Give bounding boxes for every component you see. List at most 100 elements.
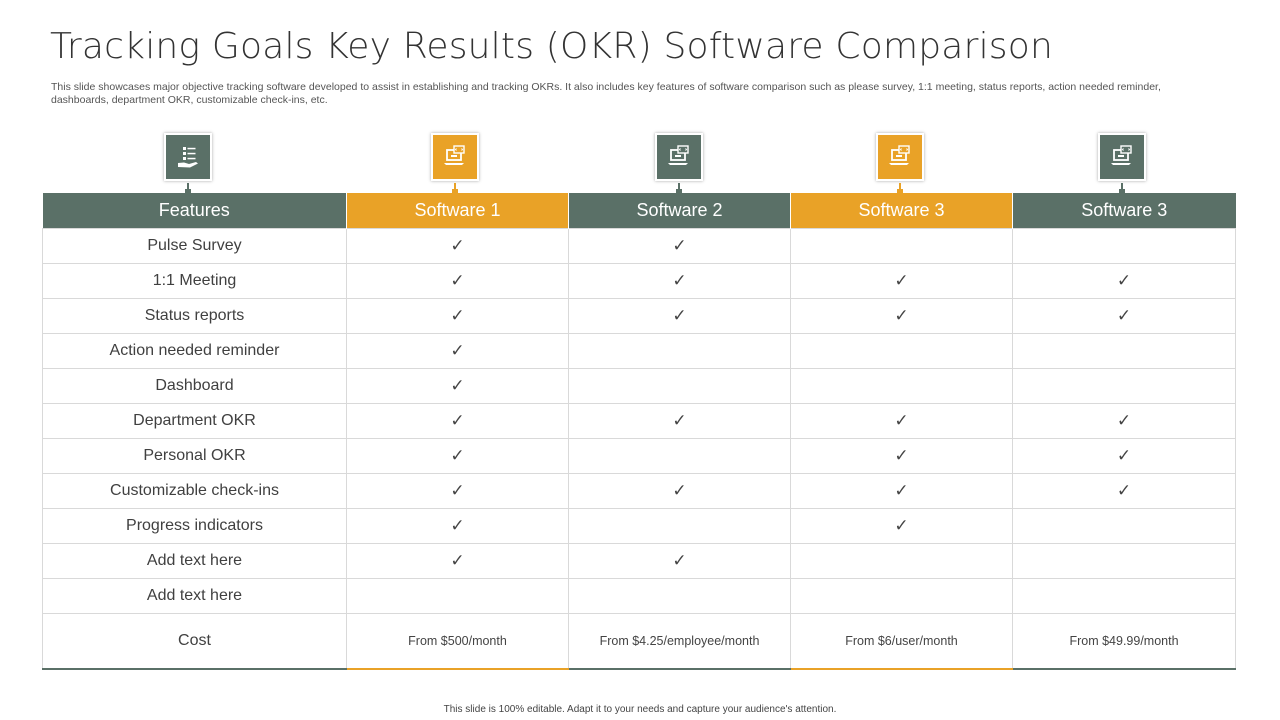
check-cell [568, 438, 791, 474]
comparison-table: Features Software 1 Software 2 Software … [42, 193, 1236, 670]
software-4-connector [1121, 183, 1123, 191]
feature-cell: Progress indicators [42, 508, 347, 544]
check-cell: ✓ [346, 543, 569, 579]
check-cell: ✓ [346, 473, 569, 509]
header-features: Features [42, 193, 347, 229]
software-1-connector-dot [452, 189, 458, 195]
check-cell [568, 333, 791, 369]
check-cell: ✓ [1012, 473, 1236, 509]
check-cell [1012, 578, 1236, 614]
features-connector-dot [185, 189, 191, 195]
table-row: Add text here ✓ ✓ [42, 543, 1236, 579]
features-connector [187, 183, 189, 191]
check-cell: ✓ [568, 228, 791, 264]
check-cell: ✓ [568, 298, 791, 334]
software-3-connector [899, 183, 901, 191]
cost-label: Cost [42, 613, 347, 670]
table-row: Pulse Survey ✓ ✓ [42, 228, 1236, 264]
check-cell [790, 543, 1013, 579]
software-3-connector-dot [897, 189, 903, 195]
check-cell: ✓ [346, 228, 569, 264]
feature-cell: Personal OKR [42, 438, 347, 474]
table-row: Progress indicators ✓ ✓ [42, 508, 1236, 544]
header-software-3: Software 3 [790, 193, 1013, 229]
check-cell: ✓ [346, 298, 569, 334]
check-cell [1012, 543, 1236, 579]
check-cell [568, 578, 791, 614]
slide-subtitle: This slide showcases major objective tra… [51, 81, 1161, 106]
software-2-connector [678, 183, 680, 191]
table-row: Status reports ✓ ✓ ✓ ✓ [42, 298, 1236, 334]
check-cell [790, 368, 1013, 404]
check-cell [568, 508, 791, 544]
feature-cell: 1:1 Meeting [42, 263, 347, 299]
table-row: Action needed reminder ✓ [42, 333, 1236, 369]
feature-cell: Status reports [42, 298, 347, 334]
check-cell: ✓ [346, 263, 569, 299]
table-row: Personal OKR ✓ ✓ ✓ [42, 438, 1236, 474]
table-row: Customizable check-ins ✓ ✓ ✓ ✓ [42, 473, 1236, 509]
cost-row: Cost From $500/month From $4.25/employee… [42, 613, 1236, 670]
cost-software-4: From $49.99/month [1012, 613, 1236, 670]
cost-software-3: From $6/user/month [790, 613, 1013, 670]
feature-cell: Action needed reminder [42, 333, 347, 369]
laptop-code-icon [1111, 145, 1132, 165]
check-cell: ✓ [568, 543, 791, 579]
check-cell: ✓ [1012, 263, 1236, 299]
check-cell: ✓ [1012, 298, 1236, 334]
check-cell: ✓ [790, 263, 1013, 299]
software-3-icon-box [876, 133, 924, 181]
software-1-icon-box [431, 133, 479, 181]
laptop-code-icon [668, 145, 689, 165]
header-software-1: Software 1 [346, 193, 569, 229]
features-icon-box [164, 133, 212, 181]
software-2-icon-box [655, 133, 703, 181]
check-cell [346, 578, 569, 614]
check-cell [1012, 508, 1236, 544]
check-cell [1012, 333, 1236, 369]
feature-cell: Customizable check-ins [42, 473, 347, 509]
check-cell: ✓ [1012, 403, 1236, 439]
feature-cell: Dashboard [42, 368, 347, 404]
slide-title: Tracking Goals Key Results (OKR) Softwar… [50, 26, 1053, 67]
table-header-row: Features Software 1 Software 2 Software … [42, 193, 1236, 229]
feature-cell: Add text here [42, 543, 347, 579]
check-cell: ✓ [790, 403, 1013, 439]
feature-cell: Pulse Survey [42, 228, 347, 264]
check-cell: ✓ [346, 438, 569, 474]
software-1-connector [454, 183, 456, 191]
check-cell: ✓ [568, 403, 791, 439]
check-cell: ✓ [568, 263, 791, 299]
laptop-code-icon [889, 145, 910, 165]
check-cell: ✓ [346, 508, 569, 544]
header-software-2: Software 2 [568, 193, 791, 229]
check-cell [1012, 368, 1236, 404]
software-4-connector-dot [1119, 189, 1125, 195]
check-cell: ✓ [790, 438, 1013, 474]
feature-cell: Add text here [42, 578, 347, 614]
feature-cell: Department OKR [42, 403, 347, 439]
check-cell: ✓ [568, 473, 791, 509]
check-cell: ✓ [790, 473, 1013, 509]
cost-software-1: From $500/month [346, 613, 569, 670]
check-cell [790, 578, 1013, 614]
table-row: Add text here [42, 578, 1236, 614]
table-row: 1:1 Meeting ✓ ✓ ✓ ✓ [42, 263, 1236, 299]
check-cell [568, 368, 791, 404]
check-cell [1012, 228, 1236, 264]
check-cell: ✓ [1012, 438, 1236, 474]
check-cell [790, 333, 1013, 369]
software-4-icon-box [1098, 133, 1146, 181]
slide-footer: This slide is 100% editable. Adapt it to… [443, 704, 837, 715]
check-cell: ✓ [346, 368, 569, 404]
check-cell [790, 228, 1013, 264]
software-2-connector-dot [676, 189, 682, 195]
checklist-hand-icon [178, 147, 198, 168]
cost-software-2: From $4.25/employee/month [568, 613, 791, 670]
header-software-4: Software 3 [1012, 193, 1236, 229]
table-row: Department OKR ✓ ✓ ✓ ✓ [42, 403, 1236, 439]
comparison-table-wrapper: Features Software 1 Software 2 Software … [42, 193, 1236, 670]
check-cell: ✓ [346, 333, 569, 369]
check-cell: ✓ [790, 298, 1013, 334]
check-cell: ✓ [790, 508, 1013, 544]
